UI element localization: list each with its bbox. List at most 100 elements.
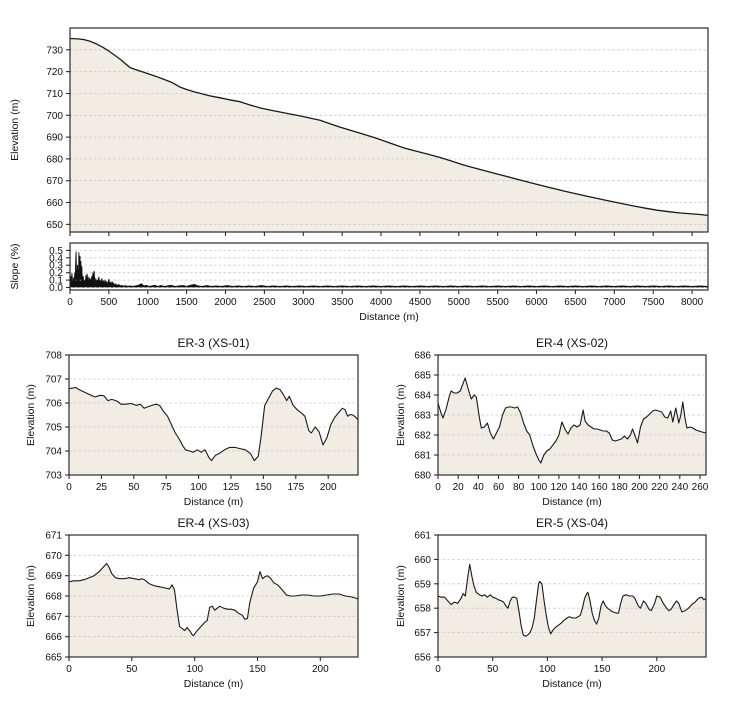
- xs1-ylabel: Elevation (m): [25, 384, 37, 446]
- xs2-xtick-label: 200: [631, 482, 648, 493]
- xs3-xtick-label: 0: [66, 664, 72, 675]
- slope-ytick-label: 0.2: [49, 268, 63, 279]
- xs1-ytick-label: 705: [45, 423, 62, 434]
- xs1-ytick-label: 708: [45, 351, 62, 362]
- xs1-ytick-label: 706: [45, 399, 62, 410]
- xs3-xlabel: Distance (m): [184, 678, 244, 690]
- xs2-xtick-label: 60: [493, 482, 505, 493]
- xs4-xlabel: Distance (m): [542, 678, 602, 690]
- chart-xs2: 0 20 40 60 80 100 120 140 160 180 200 220 240 260 680 6…: [395, 336, 709, 508]
- xs3-xtick-label: 200: [312, 664, 329, 675]
- xs4-ytick-label: 657: [414, 628, 431, 639]
- xs4-xtick-label: 0: [435, 664, 441, 675]
- slope-spines: [69, 242, 709, 291]
- xs4-ytick-label: 656: [414, 653, 431, 664]
- long_profile-ytick-label: 660: [46, 198, 63, 209]
- xs3-xtick-label: 150: [249, 664, 266, 675]
- xs3-ytick-label: 666: [45, 632, 62, 643]
- chart-slope: 0 500 1000 1500 2000 2500 3000 3500 4000 4500 5000…: [9, 242, 709, 323]
- xs1-xtick-label: 200: [320, 482, 337, 493]
- xs1-xtick-label: 150: [255, 482, 272, 493]
- slope-xtick-label: 5500: [487, 297, 510, 308]
- xs3-line: [68, 562, 359, 637]
- xs2-xtick-label: 140: [571, 482, 588, 493]
- chart-xs1: 0 25 50 75 100 125 150 175 200 703 704 705 706 707 708…: [25, 336, 359, 508]
- xs2-xtick-label: 0: [435, 482, 441, 493]
- xs2-xtick-label: 120: [551, 482, 568, 493]
- slope-xtick-label: 1000: [137, 297, 160, 308]
- xs2-ytick-label: 681: [414, 451, 431, 462]
- xs2-ytick-label: 685: [414, 371, 431, 382]
- slope-xtick-label: 4500: [409, 297, 432, 308]
- xs3-ytick-label: 670: [45, 551, 62, 562]
- slope-xtick-label: 8000: [681, 297, 704, 308]
- xs3-area-fill: [69, 563, 358, 657]
- long_profile-ytick-label: 670: [46, 176, 63, 187]
- xs4-line: [437, 563, 707, 637]
- xs4-ytick-label: 660: [414, 555, 431, 566]
- xs2-xtick-label: 80: [513, 482, 525, 493]
- xs1-spines: [68, 354, 359, 476]
- slope-ytick-label: 0.0: [49, 283, 63, 294]
- xs2-xtick-label: 160: [591, 482, 608, 493]
- xs1-xtick-label: 75: [161, 482, 173, 493]
- xs1-area-fill: [69, 387, 358, 475]
- slope-xtick-label: 5000: [448, 297, 471, 308]
- xs2-ytick-label: 683: [414, 411, 431, 422]
- xs2-xlabel: Distance (m): [542, 496, 602, 508]
- long_profile-ytick-label: 720: [46, 67, 63, 78]
- xs2-ytick-label: 684: [414, 391, 431, 402]
- slope-xlabel: Distance (m): [359, 311, 419, 323]
- xs2-xtick-label: 180: [611, 482, 628, 493]
- xs1-xtick-label: 0: [66, 482, 72, 493]
- xs2-ylabel: Elevation (m): [395, 384, 407, 446]
- long_profile-spines: [69, 27, 709, 233]
- xs4-ytick-label: 661: [414, 531, 431, 542]
- xs3-ylabel: Elevation (m): [25, 565, 37, 627]
- slope-xtick-label: 2000: [214, 297, 237, 308]
- xs3-ytick-label: 665: [45, 653, 62, 664]
- xs2-ytick-label: 682: [414, 431, 431, 442]
- xs1-ytick-label: 707: [45, 375, 62, 386]
- long_profile-ytick-label: 710: [46, 89, 63, 100]
- xs2-line: [437, 377, 707, 464]
- xs4-xtick-label: 100: [539, 664, 556, 675]
- slope-xtick-label: 3500: [331, 297, 354, 308]
- xs2-xtick-label: 240: [671, 482, 688, 493]
- xs3-ytick-label: 671: [45, 531, 62, 542]
- slope-xtick-label: 6000: [525, 297, 548, 308]
- long_profile-ylabel: Elevation (m): [9, 99, 21, 161]
- slope-xtick-label: 2500: [253, 297, 276, 308]
- slope-xtick-label: 6500: [564, 297, 587, 308]
- xs1-ytick-label: 703: [45, 471, 62, 482]
- slope-xtick-label: 4000: [370, 297, 393, 308]
- xs4-ylabel: Elevation (m): [395, 565, 407, 627]
- chart-long_profile: 650 660 670 680 690 700 710 720 730 Elevation (m): [9, 27, 709, 236]
- long_profile-ytick-label: 700: [46, 111, 63, 122]
- xs2-xtick-label: 260: [692, 482, 709, 493]
- xs2-ytick-label: 686: [414, 351, 431, 362]
- long_profile-ytick-label: 690: [46, 133, 63, 144]
- xs3-ytick-label: 669: [45, 571, 62, 582]
- long_profile-ytick-label: 730: [46, 45, 63, 56]
- xs2-ytick-label: 680: [414, 471, 431, 482]
- slope-ytick-label: 0.3: [49, 261, 63, 272]
- xs4-area-fill: [438, 564, 706, 657]
- xs1-xlabel: Distance (m): [184, 496, 244, 508]
- slope-ytick-label: 0.5: [49, 246, 63, 257]
- xs1-line: [68, 386, 359, 462]
- xs1-xtick-label: 100: [190, 482, 207, 493]
- slope-ytick-label: 0.4: [49, 253, 63, 264]
- xs1-ytick-label: 704: [45, 447, 62, 458]
- slope-area-fill: [70, 251, 708, 288]
- slope-ylabel: Slope (%): [9, 243, 21, 289]
- xs4-title: ER-5 (XS-04): [536, 516, 608, 530]
- slope-xtick-label: 1500: [175, 297, 198, 308]
- long_profile-area-fill: [70, 38, 708, 232]
- xs4-spines: [437, 534, 707, 658]
- xs3-xtick-label: 50: [126, 664, 138, 675]
- xs1-title: ER-3 (XS-01): [177, 336, 249, 350]
- xs3-xtick-label: 100: [186, 664, 203, 675]
